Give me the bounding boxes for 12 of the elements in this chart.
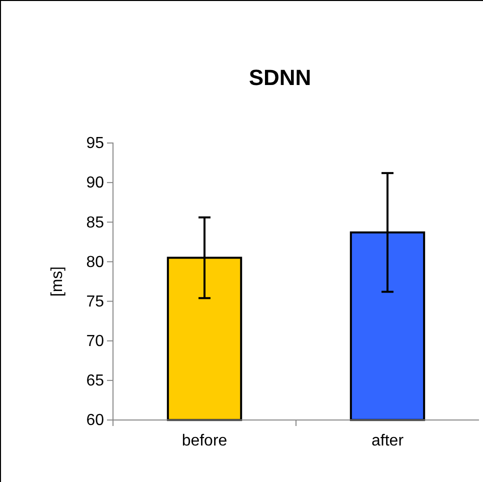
y-tick-label: 60 <box>86 412 104 430</box>
y-tick-label: 65 <box>86 372 104 390</box>
x-tick-label: after <box>371 432 404 450</box>
x-tick-label: before <box>182 432 228 450</box>
y-tick-label: 80 <box>86 254 104 271</box>
y-tick-label: 95 <box>86 135 104 152</box>
y-tick-label: 85 <box>86 214 104 232</box>
y-axis-title: [ms] <box>49 266 66 297</box>
y-tick-label: 90 <box>86 174 104 192</box>
y-tick-label: 75 <box>86 293 104 310</box>
y-tick-label: 70 <box>86 332 104 350</box>
chart-title: SDNN <box>248 65 312 90</box>
